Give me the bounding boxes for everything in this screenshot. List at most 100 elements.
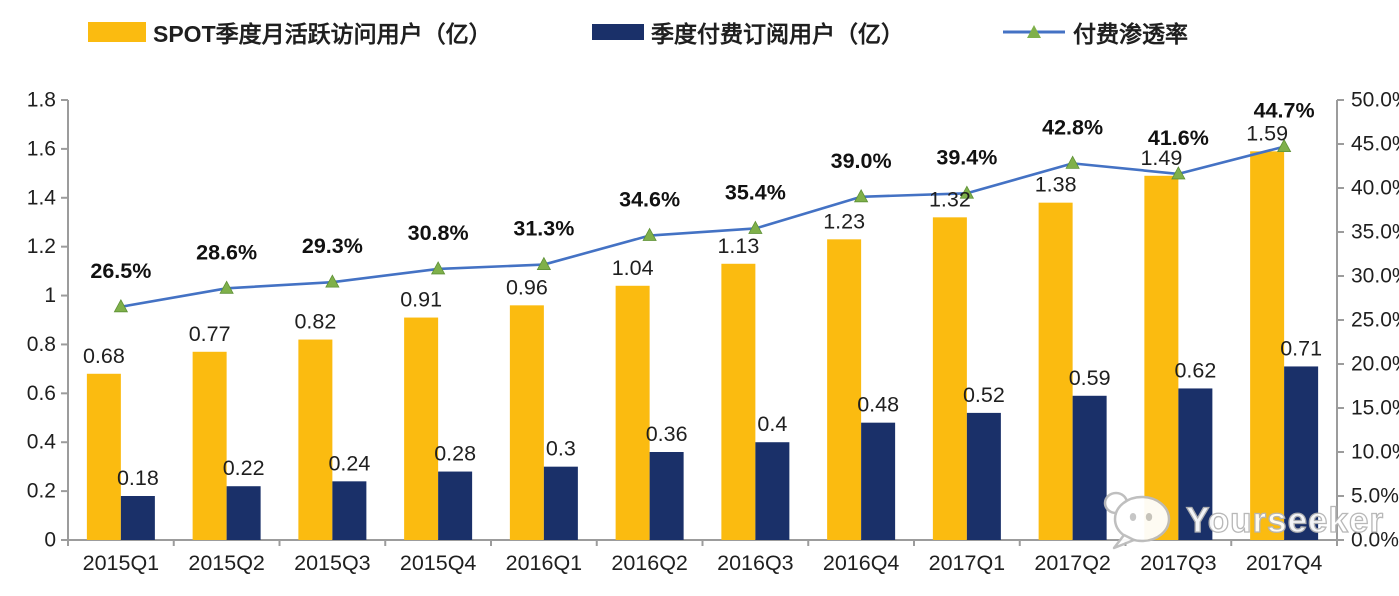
penetration-value-label: 30.8% [408, 221, 469, 245]
penetration-value-label: 29.3% [302, 234, 363, 258]
legend-item-mau: SPOT季度月活跃访问用户（亿） [88, 16, 492, 48]
penetration-marker-2016Q4 [853, 188, 869, 203]
mau-bar-2016Q4 [827, 239, 862, 541]
mau-bar-2016Q2 [615, 285, 650, 540]
left-axis-tick-label: 0.6 [27, 382, 56, 405]
right-axis-tick-label: 45.0% [1351, 133, 1399, 156]
left-axis-tick-label: 1 [44, 284, 56, 307]
penetration-value-label: 39.4% [936, 145, 997, 169]
mau-bar-2017Q1 [932, 217, 967, 541]
mau-bar-2016Q1 [509, 305, 544, 540]
penetration-value-label: 31.3% [513, 217, 574, 241]
right-axis-tick-label: 30.0% [1351, 265, 1399, 288]
x-axis-label-2016Q3: 2016Q3 [717, 551, 794, 575]
legend-item-paid: 季度付费订阅用户（亿） [592, 16, 904, 48]
left-axis-tick-label: 1.8 [27, 89, 56, 112]
legend-label-mau: SPOT季度月活跃访问用户（亿） [153, 21, 492, 47]
paid-value-label: 0.4 [757, 412, 787, 436]
x-axis-label-2016Q1: 2016Q1 [506, 551, 583, 575]
mau-bar-2015Q1 [86, 373, 121, 540]
paid-bar-2016Q1 [543, 466, 578, 540]
legend-label-paid: 季度付费订阅用户（亿） [651, 21, 904, 47]
paid-bar-2017Q1 [966, 412, 1001, 540]
penetration-marker-2017Q3 [1171, 166, 1186, 180]
paid-value-label: 0.62 [1174, 358, 1216, 382]
mau-bar-2017Q2 [1038, 202, 1073, 540]
x-axis-label-2015Q2: 2015Q2 [188, 551, 265, 575]
mau-value-label: 0.68 [83, 344, 125, 368]
right-axis-tick-label: 50.0% [1351, 89, 1399, 112]
mau-value-label: 0.77 [189, 322, 231, 346]
penetration-marker-2017Q4 [1276, 138, 1292, 153]
paid-bar-2017Q3 [1178, 388, 1213, 540]
penetration-marker-2015Q3 [325, 274, 340, 288]
penetration-marker-2016Q3 [748, 220, 763, 234]
penetration-value-label: 39.0% [831, 149, 892, 173]
penetration-value-label: 26.5% [90, 259, 151, 283]
right-axis-tick-label: 20.0% [1351, 353, 1399, 376]
mau-value-label: 1.38 [1035, 173, 1077, 197]
legend-item-penetration: 付费渗透率 [1002, 16, 1188, 48]
mau-value-label: 0.82 [294, 310, 336, 334]
penetration-value-label: 28.6% [196, 240, 257, 264]
x-axis-label-2015Q4: 2015Q4 [400, 551, 477, 575]
mau-bar-2015Q4 [404, 317, 439, 540]
paid-bar-2017Q2 [1072, 395, 1107, 540]
paid-value-label: 0.36 [646, 422, 688, 446]
paid-bar-2015Q4 [438, 471, 473, 540]
mau-value-label: 0.91 [400, 288, 442, 312]
penetration-marker-2015Q4 [430, 261, 446, 275]
x-axis-label-2017Q2: 2017Q2 [1034, 551, 1111, 575]
paid-bar-2016Q4 [861, 422, 896, 540]
left-axis-tick-label: 0 [44, 529, 56, 552]
penetration-marker-2016Q1 [536, 256, 552, 270]
left-axis-tick-label: 0.4 [27, 431, 57, 454]
mau-value-label: 0.96 [506, 275, 548, 299]
right-axis-tick-label: 35.0% [1351, 221, 1399, 244]
paid-value-label: 0.24 [328, 451, 370, 475]
mau-value-label: 1.13 [717, 234, 759, 258]
left-axis-tick-label: 0.8 [27, 333, 56, 356]
paid-bar-2015Q1 [120, 496, 155, 540]
left-axis-tick-label: 1.6 [27, 137, 56, 160]
paid-value-label: 0.28 [434, 442, 476, 466]
penetration-value-label: 42.8% [1042, 115, 1103, 139]
x-axis-label-2015Q3: 2015Q3 [294, 551, 371, 575]
penetration-value-label: 35.4% [725, 180, 786, 204]
paid-value-label: 0.22 [223, 456, 265, 480]
penetration-line [120, 145, 1285, 309]
right-axis-tick-label: 40.0% [1351, 177, 1399, 200]
mau-bar-2015Q3 [298, 339, 333, 540]
legend-label-penetration: 付费渗透率 [1073, 21, 1188, 47]
right-axis-tick-label: 5.0% [1351, 485, 1399, 508]
right-axis-tick-label: 10.0% [1351, 441, 1399, 464]
mau-value-label: 1.59 [1246, 121, 1288, 145]
x-axis-label-2016Q2: 2016Q2 [611, 551, 688, 575]
penetration-marker-2015Q1 [113, 298, 129, 313]
x-axis-label-2017Q1: 2017Q1 [929, 551, 1006, 575]
paid-bar-2015Q3 [332, 481, 367, 540]
mau-bar-2015Q2 [192, 351, 227, 540]
right-axis-tick-label: 25.0% [1351, 309, 1399, 332]
mau-value-label: 1.23 [823, 209, 865, 233]
right-axis-tick-label: 15.0% [1351, 397, 1399, 420]
mau-value-label: 1.32 [929, 187, 971, 211]
paid-bar-2017Q4 [1284, 366, 1319, 540]
paid-value-label: 0.71 [1280, 336, 1322, 360]
x-axis-label-2017Q3: 2017Q3 [1140, 551, 1217, 575]
penetration-marker-2017Q2 [1065, 155, 1080, 169]
paid-bar-2016Q3 [755, 442, 790, 540]
paid-value-label: 0.18 [117, 466, 159, 490]
legend-swatch-mau-bar [88, 22, 146, 42]
penetration-marker-2016Q2 [642, 227, 657, 241]
mau-value-label: 1.49 [1140, 146, 1182, 170]
x-axis-label-2015Q1: 2015Q1 [83, 551, 160, 575]
mau-value-label: 1.04 [612, 256, 654, 280]
penetration-marker-2017Q1 [959, 185, 975, 199]
paid-bar-2016Q2 [649, 452, 684, 540]
left-axis-tick-label: 1.2 [27, 235, 56, 258]
mau-bar-2017Q4 [1250, 151, 1285, 541]
penetration-value-label: 44.7% [1254, 99, 1315, 123]
